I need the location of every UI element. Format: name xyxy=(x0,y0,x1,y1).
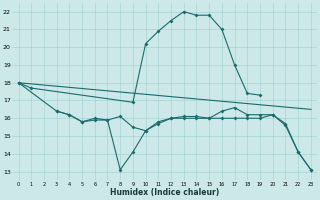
X-axis label: Humidex (Indice chaleur): Humidex (Indice chaleur) xyxy=(110,188,219,197)
